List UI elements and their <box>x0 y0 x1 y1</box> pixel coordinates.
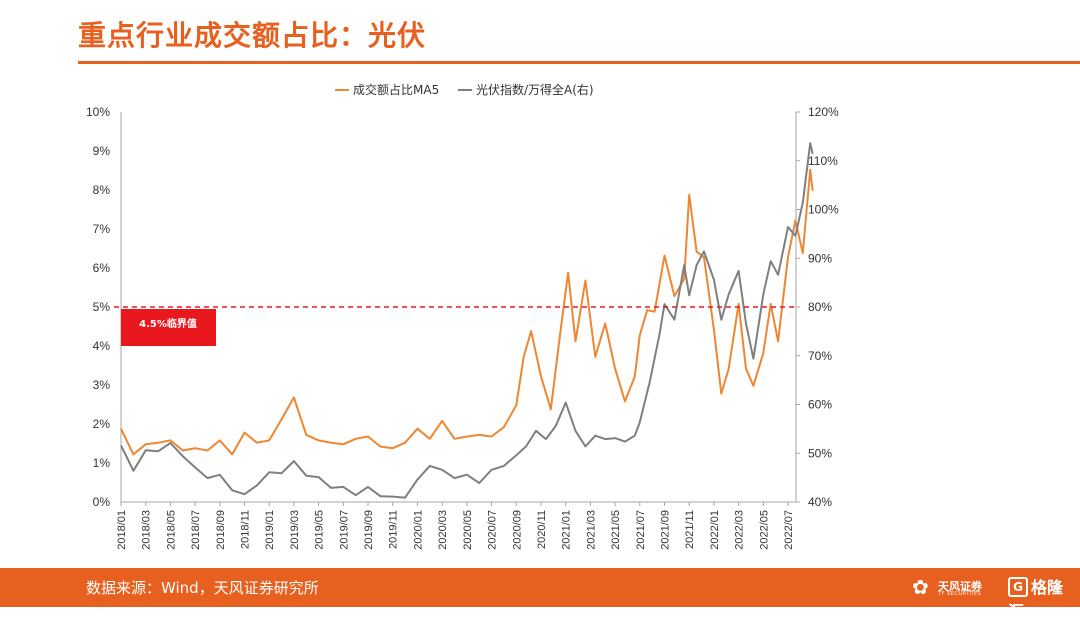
y-left-tick-label: 7% <box>93 222 111 236</box>
axes: 0% 1% 2% 3% 4% 5% 6% 7% 8% 9% 10% 40% 50% 60% 70% 80% 90… <box>86 105 839 550</box>
x-tick-label: 2018/09 <box>215 510 227 550</box>
y-left-tick-label: 5% <box>93 300 111 314</box>
pv-turnover-chart: 成交额占比MA5 光伏指数/万得全A(右) 0% 1% 2% 3% 4% 5% 6% 7% 8% 9… <box>86 82 839 550</box>
x-tick-label: 2019/05 <box>314 510 326 550</box>
x-tick-label: 2021/05 <box>610 510 622 550</box>
y-right-tick-label: 40% <box>808 495 832 509</box>
series-line-turnover-ma5 <box>120 168 814 456</box>
flower-icon: ✿ <box>912 575 929 599</box>
y-left-tick-label: 10% <box>86 105 110 119</box>
x-tick-label: 2018/03 <box>141 510 153 550</box>
x-tick-label: 2021/09 <box>659 510 671 550</box>
legend-label-pv-index: 光伏指数/万得全A(右) <box>476 82 594 97</box>
y-right-tick-label: 50% <box>808 446 832 460</box>
threshold-annotation-box <box>121 309 216 346</box>
legend-label-turnover-ma5: 成交额占比MA5 <box>353 82 439 97</box>
x-tick-label: 2019/01 <box>264 510 276 550</box>
y-right-tick-label: 60% <box>808 398 832 412</box>
x-tick-label: 2022/07 <box>783 510 795 550</box>
y-right-tick-label: 80% <box>808 300 832 314</box>
threshold-layer: 4.5%临界值 <box>114 306 796 346</box>
series-line-pv-index <box>120 142 814 499</box>
x-tick-label: 2020/03 <box>437 510 449 550</box>
x-tick-label: 2019/09 <box>363 510 375 550</box>
x-tick-label: 2019/03 <box>289 510 301 550</box>
x-tick-label: 2022/03 <box>734 510 746 550</box>
y-right-tick-label: 100% <box>808 203 839 217</box>
y-left-tick-label: 1% <box>93 456 111 470</box>
y-left-tick-label: 4% <box>93 339 111 353</box>
tf-securities-logo: ✿ 天风证券 TF SECURITIES <box>912 576 1000 600</box>
y-right-tick-label: 70% <box>808 349 832 363</box>
x-tick-label: 2021/11 <box>684 510 696 549</box>
x-tick-label: 2020/05 <box>462 510 474 550</box>
x-tick-label: 2018/07 <box>190 510 202 550</box>
x-tick-label: 2020/11 <box>536 510 548 549</box>
x-tick-label: 2022/01 <box>709 510 721 550</box>
y-left-tick-label: 8% <box>93 183 111 197</box>
x-tick-label: 2021/01 <box>561 510 573 550</box>
x-tick-label: 2018/01 <box>116 510 128 550</box>
x-tick-label: 2022/05 <box>758 510 770 550</box>
x-tick-label: 2018/05 <box>165 510 177 550</box>
x-tick-label: 2021/03 <box>585 510 597 550</box>
y-right-tick-label: 120% <box>808 105 839 119</box>
x-tick-label: 2020/09 <box>511 510 523 550</box>
threshold-annotation-label: 4.5%临界值 <box>139 317 197 330</box>
y-left-tick-label: 2% <box>93 417 111 431</box>
y-left-tick-label: 6% <box>93 261 111 275</box>
x-tick-label: 2020/07 <box>487 510 499 550</box>
footer-bar: 数据来源：Wind，天风证券研究所 ✿ 天风证券 TF SECURITIES G… <box>0 568 1080 621</box>
gelonghui-logo: G 格隆汇 <box>1008 576 1078 621</box>
legend: 成交额占比MA5 光伏指数/万得全A(右) <box>335 82 594 97</box>
x-tick-label: 2019/11 <box>388 510 400 549</box>
y-left-tick-label: 3% <box>93 378 111 392</box>
page-title: 重点行业成交额占比：光伏 <box>78 19 427 52</box>
x-tick-label: 2021/07 <box>635 510 647 550</box>
y-right-tick-label: 90% <box>808 251 832 265</box>
data-source: 数据来源：Wind，天风证券研究所 <box>86 579 319 597</box>
y-left-tick-label: 0% <box>93 495 111 509</box>
title-underline <box>78 61 1080 64</box>
x-tick-label: 2019/07 <box>338 510 350 550</box>
tf-logo-sub: TF SECURITIES <box>938 591 982 597</box>
g-box-icon: G <box>1008 576 1028 597</box>
series-layer <box>120 142 814 499</box>
x-tick-label: 2020/01 <box>412 510 424 550</box>
y-left-tick-label: 9% <box>93 144 111 158</box>
y-right-tick-label: 110% <box>808 154 838 168</box>
x-tick-label: 2018/11 <box>240 510 252 549</box>
tf-logo-name: 天风证券 <box>938 580 982 593</box>
